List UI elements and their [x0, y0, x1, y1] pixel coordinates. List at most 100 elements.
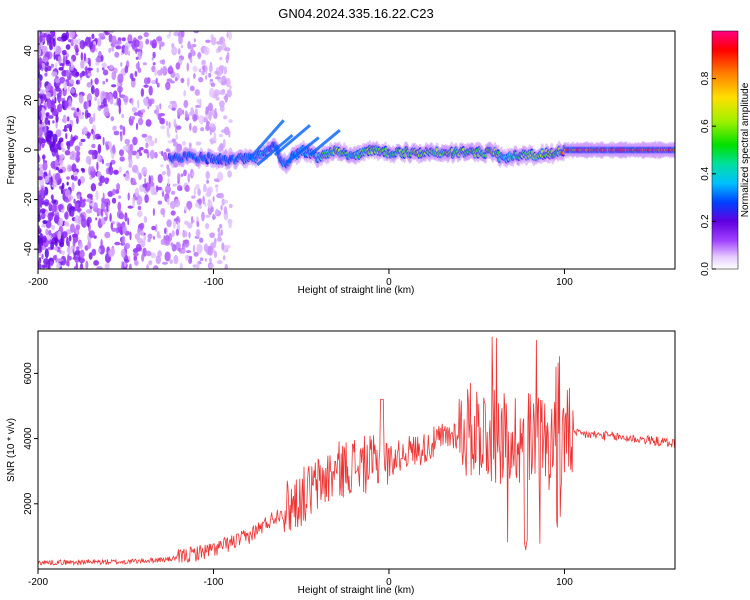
spectrogram-streak [273, 124, 311, 157]
spectrogram-noise-blob [224, 93, 228, 103]
spectrogram-noise-blob [175, 123, 178, 134]
spectrogram-noise-blob [182, 109, 185, 115]
spectrogram-noise-blob [174, 77, 178, 82]
spectrogram-noise-blob [167, 133, 171, 138]
spectrogram-noise-blob [135, 243, 142, 252]
spectrogram-noise-blob [75, 71, 80, 77]
spectrogram-noise-blob [59, 241, 65, 248]
spectrogram-noise-blob [98, 50, 102, 58]
spectrogram-noise-blob [71, 245, 76, 250]
spectrogram-noise-blob [182, 239, 189, 244]
spectrogram-noise-blob [100, 208, 104, 217]
spectrogram-noise-blob [38, 213, 41, 223]
spectrogram-noise-blob [71, 163, 77, 173]
spectrogram-noise-blob [138, 172, 142, 180]
spectrogram-y-ticks: -40 -20 0 20 40 [23, 45, 38, 256]
spectrogram-noise-blob [201, 65, 206, 70]
spectrogram-noise-blob [88, 61, 92, 67]
spectrogram-noise-blob [122, 225, 127, 234]
spectrogram-noise-blob [155, 107, 160, 116]
spectrogram-noise-blob [76, 107, 80, 113]
spectrogram-noise-blob [141, 133, 148, 138]
spectrogram-noise-blob [219, 223, 223, 229]
spectrogram-noise-blob [113, 90, 118, 99]
spectrogram-noise-blob [218, 65, 225, 71]
spectrogram-noise-blob [88, 99, 92, 108]
spectrogram-noise-blob [99, 175, 106, 184]
spectrogram-noise-blob [76, 80, 79, 85]
spectrogram-noise-blob [227, 170, 233, 178]
spectrogram-noise-blob [96, 266, 103, 269]
spectrogram-noise-blob [133, 112, 139, 116]
spectrogram-noise-blob [213, 132, 217, 140]
spectrogram-noise-blob [54, 214, 59, 224]
spectrogram-noise-blob [102, 69, 109, 76]
spectrogram-noise-blob [55, 167, 60, 171]
spectrogram-noise-blob [83, 52, 86, 62]
spectrogram-noise-blob [45, 91, 51, 100]
spectrogram-noise-blob [195, 201, 199, 208]
spectrogram-noise-blob [192, 65, 198, 72]
spectrogram-streak [309, 129, 341, 157]
spectrogram-x-ticks: -200 -100 0 100 [28, 269, 573, 288]
spectrogram-noise-blob [48, 115, 54, 119]
spectrogram-noise-blob [73, 198, 76, 204]
spectrogram-noise-blob [163, 240, 171, 246]
spectrogram-noise-blob [51, 237, 58, 245]
spectrogram-noise-blob [54, 159, 59, 167]
spectrogram-noise-blob [78, 94, 84, 104]
spectrogram-noise-blob [159, 117, 165, 125]
spectrogram-noise-blob [65, 69, 70, 78]
spectrogram-noise-blob [86, 209, 91, 214]
colorbar-tick-label: 0.8 [700, 71, 711, 85]
spectrogram-noise-blob [195, 184, 200, 190]
spectrogram-noise-blob [64, 211, 69, 220]
spectrogram-noise-blob [40, 208, 46, 214]
spectrogram-noise-blob [122, 126, 126, 136]
spectrogram-noise-blob [140, 88, 145, 97]
spectrogram-noise-blob [153, 191, 158, 195]
spectrogram-noise-blob [118, 105, 122, 115]
spectrogram-noise-blob [161, 188, 164, 193]
spectrogram-noise-blob [57, 258, 64, 262]
spectrogram-noise-blob [199, 98, 202, 108]
spectrogram-noise-blob [42, 235, 47, 244]
spectrogram-noise-blob [66, 246, 73, 255]
spectrogram-noise-blob [51, 203, 57, 213]
x-tick-label: 0 [386, 277, 392, 288]
spectrogram-noise-blob [218, 100, 225, 108]
spectrogram-noise-blob [65, 44, 71, 50]
spectrogram-noise-blob [87, 240, 92, 250]
spectrogram-noise-blob [79, 40, 86, 50]
spectrogram-noise-blob [97, 171, 102, 177]
spectrogram-noise-blob [124, 138, 131, 145]
spectrogram-noise-blob [135, 122, 139, 131]
spectrogram-noise-blob [149, 149, 155, 160]
spectrogram-noise-blob [201, 211, 205, 222]
spectrogram-noise-blob [39, 89, 45, 94]
spectrogram-noise-blob [221, 76, 224, 83]
spectrogram-noise-blob [220, 204, 223, 211]
spectrogram-noise-blob [140, 240, 146, 248]
spectrogram-noise-blob [209, 232, 216, 238]
spectrogram-y-axis-label: Frequency (Hz) [6, 116, 17, 185]
spectrogram-noise-blob [65, 59, 70, 65]
spectrogram-noise-blob [155, 255, 161, 265]
spectrogram-noise-blob [95, 56, 102, 63]
spectrogram-noise-blob [152, 236, 156, 240]
spectrogram-noise-blob [143, 97, 149, 104]
spectrogram-noise-blob [41, 253, 44, 260]
spectrogram-noise-blob [86, 67, 93, 71]
spectrogram-noise-blob [96, 67, 99, 73]
spectrogram-noise-blob [143, 149, 149, 154]
spectrogram-noise-blob [70, 58, 73, 68]
spectrogram-noise-blob [89, 205, 92, 209]
spectrogram-noise-blob [97, 98, 100, 107]
spectrogram-noise-blob [108, 47, 112, 54]
spectrogram-noise-blob [64, 150, 71, 156]
spectrogram-noise-blob [142, 183, 148, 188]
spectrogram-noise-blob [93, 260, 99, 266]
spectrogram-noise-blob [223, 66, 228, 75]
spectrogram-noise-blob [70, 208, 75, 217]
spectrogram-noise-blob [104, 216, 108, 221]
